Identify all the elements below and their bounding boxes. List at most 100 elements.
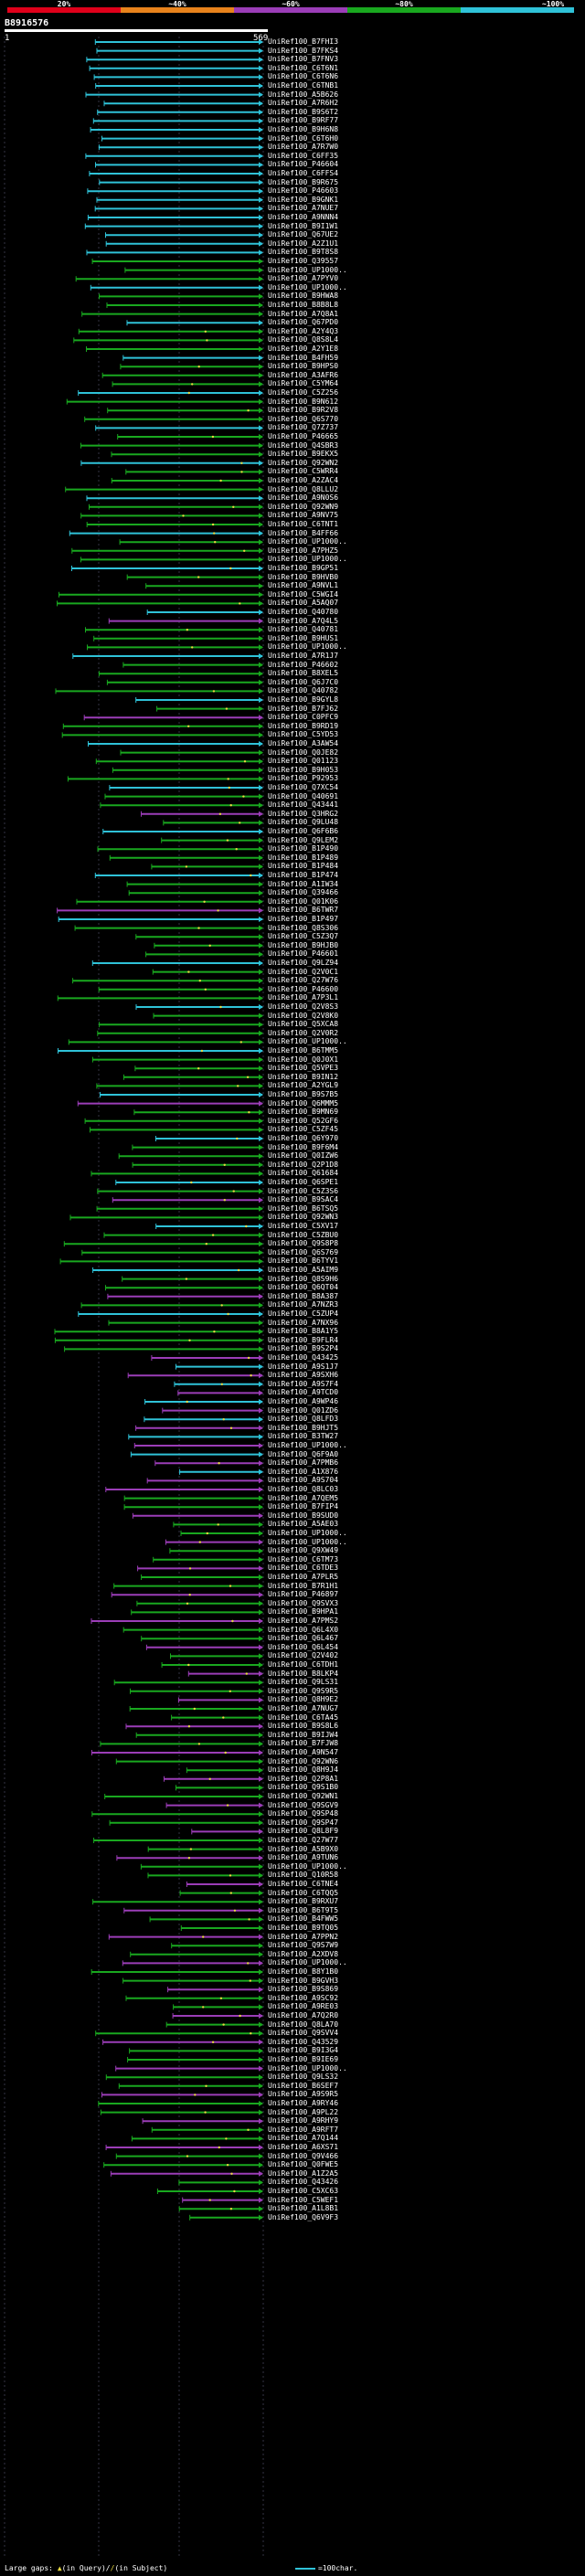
hit-label[interactable]: UniRef100_Q40691 — [268, 791, 339, 800]
hit-row[interactable] — [115, 1758, 263, 1765]
hit-row[interactable] — [85, 153, 263, 159]
hit-row[interactable] — [145, 583, 263, 589]
hit-row[interactable] — [86, 522, 263, 527]
hit-label[interactable]: UniRef100_A7PLR5 — [268, 1573, 339, 1581]
hit-label[interactable]: UniRef100_A9RHY9 — [268, 2116, 339, 2125]
hit-label[interactable]: UniRef100_B9R2V8 — [268, 406, 339, 415]
hit-label[interactable]: UniRef100_UP1000.. — [268, 1537, 347, 1546]
hit-label[interactable]: UniRef100_Q8LFD3 — [268, 1415, 339, 1424]
hit-row[interactable] — [154, 1460, 263, 1467]
hit-row[interactable] — [113, 1680, 263, 1686]
hit-label[interactable]: UniRef100_Q9SP47 — [268, 1818, 339, 1827]
hit-label[interactable]: UniRef100_Q6J7C0 — [268, 677, 339, 686]
hit-row[interactable] — [91, 1811, 263, 1818]
hit-row[interactable] — [182, 2197, 263, 2203]
hit-row[interactable] — [63, 1241, 263, 1247]
hit-label[interactable]: UniRef100_B4FH59 — [268, 353, 339, 362]
hit-row[interactable] — [164, 1776, 264, 1782]
hit-label[interactable]: UniRef100_Q7Z737 — [268, 423, 339, 432]
hit-row[interactable] — [99, 1022, 263, 1028]
hit-row[interactable] — [123, 1504, 263, 1511]
hit-row[interactable] — [129, 1706, 263, 1712]
hit-row[interactable] — [65, 486, 263, 493]
hit-label[interactable]: UniRef100_A9RE03 — [268, 2002, 339, 2011]
hit-label[interactable]: UniRef100_Q6L4X0 — [268, 1625, 339, 1634]
hit-label[interactable]: UniRef100_C5YM64 — [268, 379, 339, 388]
hit-row[interactable] — [135, 934, 263, 940]
hit-row[interactable] — [186, 1882, 263, 1887]
hit-label[interactable]: UniRef100_C6TNB1 — [268, 81, 339, 90]
hit-label[interactable]: UniRef100_A7R1J7 — [268, 652, 339, 660]
hit-row[interactable] — [191, 1829, 263, 1835]
hit-label[interactable]: UniRef100_C6TDE3 — [268, 1564, 339, 1573]
hit-label[interactable]: UniRef100_Q92WN6 — [268, 1756, 339, 1765]
hit-label[interactable]: UniRef100_A7Q8A1 — [268, 309, 339, 318]
hit-row[interactable] — [105, 240, 263, 247]
hit-row[interactable] — [151, 864, 263, 870]
hit-label[interactable]: UniRef100_P46604 — [268, 160, 339, 169]
hit-row[interactable] — [156, 705, 263, 712]
hit-row[interactable] — [66, 398, 263, 405]
hit-row[interactable] — [86, 346, 264, 352]
hit-row[interactable] — [136, 1600, 263, 1606]
hit-label[interactable]: UniRef100_A9TCD0 — [268, 1388, 339, 1397]
hit-label[interactable]: UniRef100_C5WGI4 — [268, 589, 339, 599]
hit-label[interactable]: UniRef100_A1L8B1 — [268, 2204, 339, 2213]
hit-row[interactable] — [57, 907, 263, 914]
hit-label[interactable]: UniRef100_Q9SGV9 — [268, 1800, 339, 1809]
hit-row[interactable] — [100, 1741, 263, 1747]
hit-row[interactable] — [118, 2083, 263, 2089]
hit-label[interactable]: UniRef100_Q9S7W9 — [268, 1941, 339, 1950]
hit-label[interactable]: UniRef100_Q40781 — [268, 625, 339, 634]
hit-label[interactable]: UniRef100_B9IJW4 — [268, 1730, 339, 1739]
hit-row[interactable] — [93, 635, 263, 641]
hit-row[interactable] — [81, 311, 263, 317]
hit-row[interactable] — [87, 215, 263, 220]
hit-label[interactable]: UniRef100_Q6L454 — [268, 1642, 339, 1651]
hit-row[interactable] — [71, 547, 263, 554]
hit-row[interactable] — [141, 811, 264, 817]
hit-label[interactable]: UniRef100_B9IN12 — [268, 1072, 339, 1081]
hit-label[interactable]: UniRef100_UP1000.. — [268, 1441, 347, 1449]
hit-row[interactable] — [125, 1995, 263, 2001]
hit-label[interactable]: UniRef100_Q01K06 — [268, 896, 339, 906]
hit-label[interactable]: UniRef100_A7PMS2 — [268, 1617, 339, 1625]
hit-label[interactable]: UniRef100_Q9LS32 — [268, 2072, 339, 2082]
hit-row[interactable] — [96, 1205, 263, 1212]
hit-row[interactable] — [92, 118, 263, 124]
hit-label[interactable]: UniRef100_B9FLR4 — [268, 1335, 339, 1344]
hit-label[interactable]: UniRef100_Q43441 — [268, 800, 339, 810]
hit-label[interactable]: UniRef100_B7FHI3 — [268, 37, 339, 46]
hit-label[interactable]: UniRef100_C6T6N1 — [268, 63, 339, 72]
hit-row[interactable] — [80, 442, 264, 449]
hit-label[interactable]: UniRef100_Q9S9R5 — [268, 1686, 339, 1695]
hit-label[interactable]: UniRef100_B9GP51 — [268, 564, 339, 572]
hit-label[interactable]: UniRef100_A9RFT7 — [268, 2125, 339, 2134]
hit-row[interactable] — [144, 1416, 263, 1423]
hit-label[interactable]: UniRef100_Q9LEM2 — [268, 835, 339, 844]
hit-label[interactable]: UniRef100_Q9XW49 — [268, 1546, 339, 1555]
hit-label[interactable]: UniRef100_Q3HRG2 — [268, 809, 339, 818]
hit-row[interactable] — [97, 109, 263, 115]
hit-row[interactable] — [109, 854, 263, 861]
hit-label[interactable]: UniRef100_Q8S9H6 — [268, 1274, 339, 1283]
hit-label[interactable]: UniRef100_C6TQQ5 — [268, 1888, 339, 1897]
hit-row[interactable] — [102, 2039, 263, 2045]
hit-label[interactable]: UniRef100_A7PMB6 — [268, 1458, 339, 1468]
hit-label[interactable]: UniRef100_B9SUD0 — [268, 1511, 339, 1520]
hit-label[interactable]: UniRef100_Q92WN2 — [268, 458, 339, 467]
hit-row[interactable] — [85, 627, 264, 633]
hit-label[interactable]: UniRef100_A2YGL9 — [268, 1081, 339, 1090]
hit-row[interactable] — [146, 610, 263, 615]
hit-row[interactable] — [178, 2206, 263, 2212]
hit-row[interactable] — [177, 1697, 263, 1703]
hit-label[interactable]: UniRef100_B9GNK1 — [268, 195, 339, 204]
hit-row[interactable] — [161, 837, 263, 843]
hit-label[interactable]: UniRef100_A5AIM9 — [268, 1266, 339, 1274]
hit-row[interactable] — [100, 802, 263, 809]
hit-label[interactable]: UniRef100_Q27W77 — [268, 1836, 339, 1844]
hit-label[interactable]: UniRef100_B9HVB0 — [268, 572, 339, 581]
hit-row[interactable] — [116, 1855, 263, 1861]
hit-row[interactable] — [91, 259, 263, 264]
hit-label[interactable]: UniRef100_C6FFS4 — [268, 169, 339, 177]
